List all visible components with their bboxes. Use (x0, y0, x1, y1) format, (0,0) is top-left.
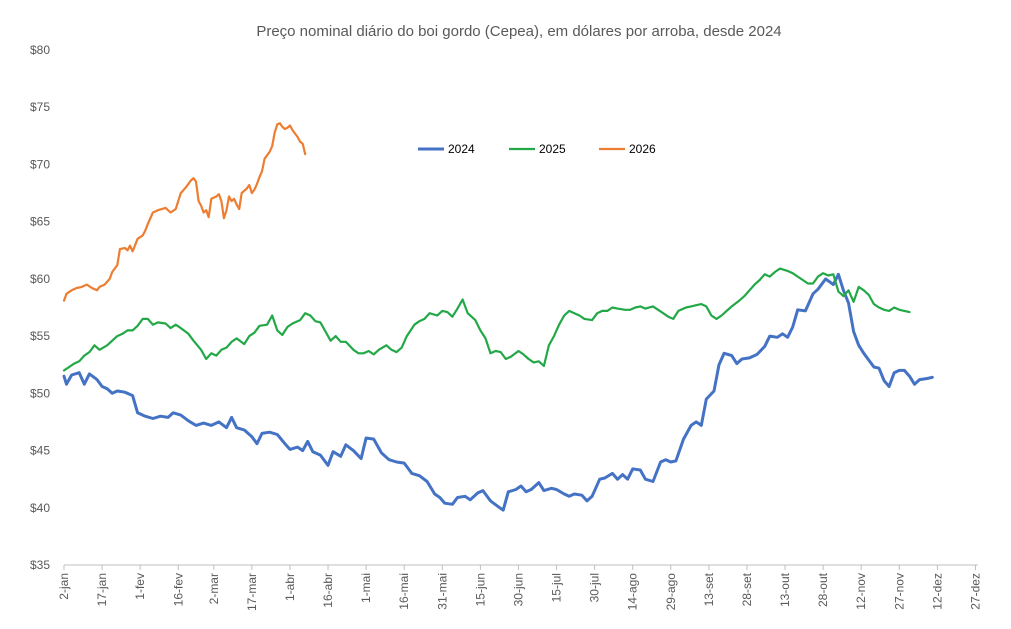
x-axis: 2-jan 17-jan 1-fev 16-fev 2-mar 17-mar 1-abr 16… (57, 564, 982, 611)
y-axis: $35 $40 $45 $50 $55 $60 $65 $70 $75 $80 (30, 43, 50, 572)
x-tick-label: 14-ago (626, 573, 640, 611)
series-line-2024 (62, 272, 934, 512)
x-tick-label: 13-set (702, 572, 716, 606)
x-tick-label: 28-out (816, 572, 830, 607)
y-tick-label: $55 (30, 329, 50, 343)
x-tick-label: 1-fev (133, 573, 147, 600)
x-tick-label: 17-mar (245, 573, 259, 611)
x-tick-label: 15-jul (550, 573, 564, 602)
y-tick-label: $70 (30, 157, 50, 171)
x-tick-label: 27-nov (892, 573, 906, 610)
x-tick-label: 1-abr (283, 573, 297, 601)
x-tick-label: 13-out (778, 572, 792, 607)
x-tick-label: 15-jun (473, 573, 487, 606)
x-tick-label: 29-ago (664, 573, 678, 611)
x-tick-label: 17-jan (95, 573, 109, 606)
x-tick-label: 1-mai (359, 573, 373, 603)
y-tick-label: $65 (30, 215, 50, 229)
x-tick-label: 12-nov (854, 573, 868, 610)
x-tick-label: 28-set (740, 572, 754, 606)
y-tick-label: $75 (30, 100, 50, 114)
x-tick-label: 30-jun (511, 573, 525, 606)
legend-label-2026: 2026 (629, 142, 656, 156)
series-line-2025 (62, 267, 911, 372)
x-tick-label: 16-abr (321, 573, 335, 608)
y-tick-label: $45 (30, 444, 50, 458)
y-tick-label: $40 (30, 501, 50, 515)
y-tick-label: $60 (30, 272, 50, 286)
x-tick-label: 31-mai (435, 573, 449, 610)
x-tick-label: 27-dez (968, 573, 982, 610)
x-tick-label: 30-jul (588, 573, 602, 602)
x-tick-label: 12-dez (930, 573, 944, 610)
y-tick-label: $35 (30, 558, 50, 572)
x-tick-label: 2-mar (207, 573, 221, 604)
series-lines (62, 122, 934, 512)
legend: 2024 2025 2026 (418, 142, 656, 156)
y-tick-label: $50 (30, 386, 50, 400)
x-tick-label: 2-jan (57, 573, 71, 600)
y-tick-label: $80 (30, 43, 50, 57)
series-line-2026 (62, 122, 307, 302)
legend-label-2024: 2024 (448, 142, 475, 156)
x-tick-label: 16-mai (397, 573, 411, 610)
chart-title: Preço nominal diário do boi gordo (Cepea… (256, 23, 781, 40)
legend-label-2025: 2025 (539, 142, 566, 156)
x-tick-label: 16-fev (171, 573, 185, 606)
